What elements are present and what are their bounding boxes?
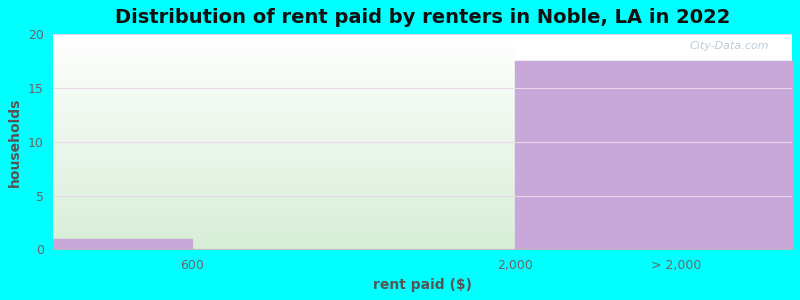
Bar [515,34,792,249]
X-axis label: rent paid ($): rent paid ($) [373,278,472,292]
Title: Distribution of rent paid by renters in Noble, LA in 2022: Distribution of rent paid by renters in … [115,8,730,27]
Text: City-Data.com: City-Data.com [690,41,770,51]
Y-axis label: households: households [8,97,22,187]
